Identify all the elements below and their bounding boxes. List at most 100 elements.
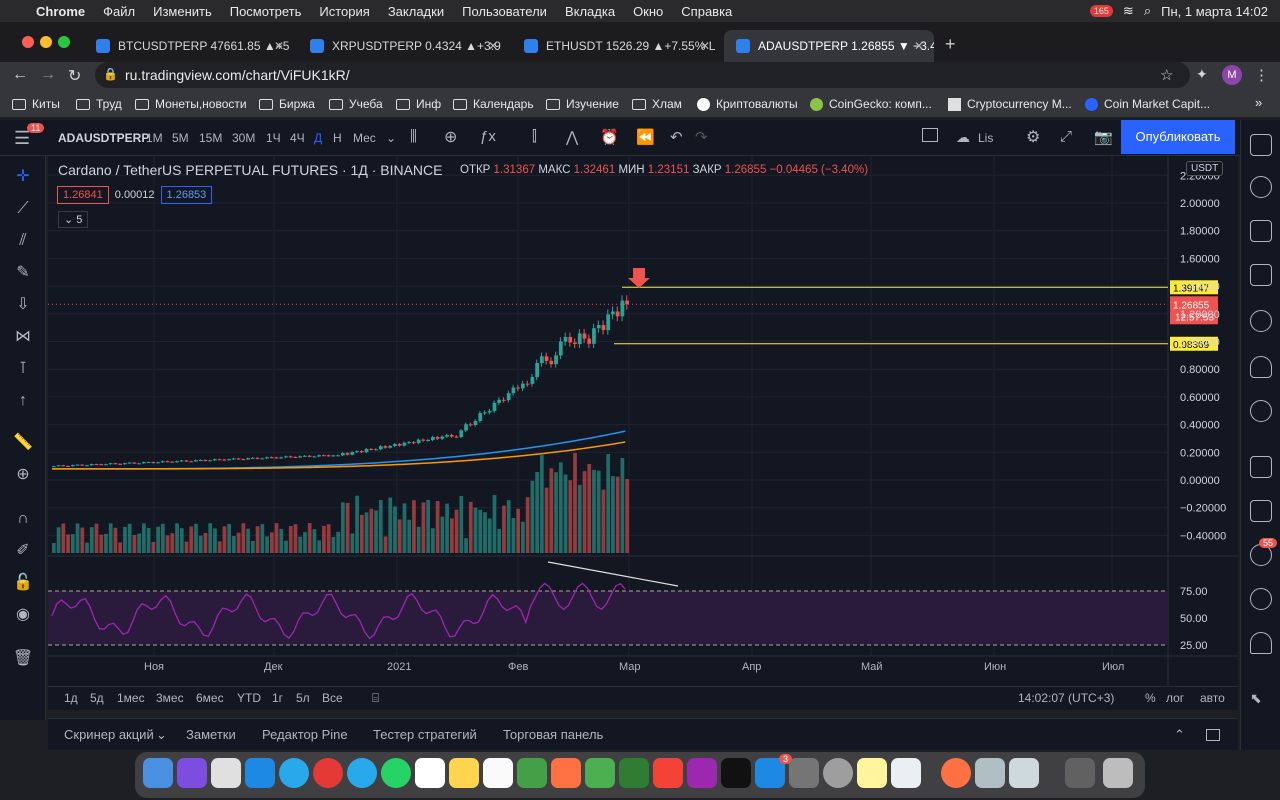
tab-pine-editor[interactable]: Редактор Pine <box>262 727 348 742</box>
broadcast-icon[interactable] <box>1250 588 1272 610</box>
bookmark-folder[interactable]: Труд <box>76 97 122 111</box>
menu-history[interactable]: История <box>319 3 370 19</box>
siri-icon[interactable] <box>177 758 207 788</box>
whatsapp-icon[interactable] <box>381 758 411 788</box>
textedit-icon[interactable] <box>891 758 921 788</box>
address-input[interactable]: ru.tradingview.com/chart/ViFUK1kR/ <box>95 62 1190 88</box>
templates-icon[interactable]: ⫿ <box>532 128 537 145</box>
downloads-stack-icon[interactable] <box>1065 758 1095 788</box>
interval-1m[interactable]: 1М <box>146 131 163 145</box>
chart-type-icon[interactable]: ⋀ <box>566 129 579 146</box>
tab-eth[interactable]: ETHUSDT 1526.29 ▲+7.55% L ✕ <box>512 30 720 62</box>
zoom-window-icon[interactable] <box>58 36 70 48</box>
interval-1d[interactable]: Д <box>314 131 323 145</box>
chart-area[interactable]: 1.39147 0.98369 1.26855 12:57:53 2.20000 2.0… <box>48 156 1238 686</box>
close-icon[interactable]: ✕ <box>913 39 924 53</box>
range-all[interactable]: Все <box>322 691 343 705</box>
magnet-icon[interactable]: ∩ <box>17 510 29 527</box>
range-1y[interactable]: 1г <box>272 691 284 705</box>
close-window-icon[interactable] <box>22 36 34 48</box>
tab-xrp[interactable]: XRPUSDTPERP 0.4324 ▲+3.9 ✕ <box>298 30 508 62</box>
menu-bookmarks[interactable]: Закладки <box>387 3 445 19</box>
podcasts-icon[interactable] <box>687 758 717 788</box>
brush-icon[interactable]: ✎ <box>16 264 30 281</box>
sell-price-button[interactable]: 1.26841 <box>57 186 109 204</box>
alert-icon[interactable]: ⏰ <box>600 129 619 146</box>
fullscreen-toggle-icon[interactable] <box>922 128 938 142</box>
menu-edit[interactable]: Изменить <box>153 3 212 19</box>
bookmark-folder[interactable]: Монеты,новости <box>135 97 247 111</box>
notification-badge[interactable]: 165 <box>1089 5 1113 17</box>
bell-icon[interactable] <box>1250 632 1272 654</box>
interval-1h[interactable]: 1Ч <box>266 131 281 145</box>
range-3mo[interactable]: 3мес <box>156 691 184 705</box>
back-icon[interactable]: ← <box>12 66 28 83</box>
publish-button[interactable]: Опубликовать <box>1121 120 1235 154</box>
bookmark-link[interactable]: Криптовалюты <box>697 97 798 111</box>
help-icon[interactable]: ⬉ <box>1250 690 1262 706</box>
measure-icon[interactable]: ⊺ <box>18 360 28 377</box>
menu-app[interactable]: Chrome <box>36 3 86 19</box>
camera-icon[interactable]: 📷 <box>1094 129 1113 146</box>
extensions-icon[interactable]: ✦ <box>1196 66 1208 82</box>
forward-icon[interactable]: → <box>40 66 56 83</box>
bookmark-folder[interactable]: Хлам <box>632 97 682 111</box>
bookmark-folder[interactable]: Биржа <box>259 97 315 111</box>
arrow-down-icon[interactable]: ⇩ <box>16 296 30 313</box>
symbol-title[interactable]: Cardano / TetherUS PERPETUAL FUTURES · 1… <box>58 162 443 178</box>
data-window-icon[interactable] <box>1250 220 1272 242</box>
maximize-panel-icon[interactable] <box>1206 729 1220 741</box>
candles-icon[interactable]: ⫼ <box>410 128 417 145</box>
vpn-icon[interactable] <box>941 758 971 788</box>
lock-icon[interactable]: 🔒 <box>103 67 118 81</box>
cloud-icon[interactable]: ☁ <box>956 129 970 145</box>
trend-line-icon[interactable]: ⟋ <box>17 200 29 217</box>
log-toggle[interactable]: лог <box>1166 691 1185 705</box>
reload-icon[interactable]: ↻ <box>68 68 82 85</box>
bookmark-folder[interactable]: Киты <box>12 97 60 111</box>
telegram-desktop-icon[interactable] <box>347 758 377 788</box>
launchpad-icon[interactable] <box>211 758 241 788</box>
percent-toggle[interactable]: % <box>1145 691 1156 705</box>
menu-help[interactable]: Справка <box>681 3 733 19</box>
chrome-icon[interactable] <box>313 758 343 788</box>
bookmark-folder[interactable]: Учеба <box>329 97 383 111</box>
preview-icon[interactable] <box>975 758 1005 788</box>
tab-notes[interactable]: Заметки <box>186 727 236 742</box>
screenshot-icon[interactable] <box>1009 758 1039 788</box>
chevron-down-icon[interactable]: ⌄ <box>386 131 397 145</box>
facetime-icon[interactable] <box>619 758 649 788</box>
replay-icon[interactable]: ⏪ <box>636 129 655 146</box>
bookmark-folder[interactable]: Инф <box>396 97 441 111</box>
eye-icon[interactable]: ◉ <box>16 606 30 623</box>
gear-icon[interactable]: ⚙ <box>1026 129 1041 146</box>
minimize-window-icon[interactable] <box>40 36 52 48</box>
undo-icon[interactable]: ↶ <box>670 129 683 146</box>
bookmark-link[interactable]: CoinGecko: комп... <box>810 97 932 111</box>
interval-15m[interactable]: 15М <box>199 131 223 145</box>
indicators-icon[interactable]: ƒx <box>480 128 496 145</box>
calendar-app-icon[interactable] <box>415 758 445 788</box>
goto-date-icon[interactable]: ⌸ <box>372 691 380 705</box>
pattern-icon[interactable]: ⋈ <box>15 328 31 345</box>
chat-icon[interactable] <box>1250 456 1272 478</box>
menu-window[interactable]: Окно <box>633 3 664 19</box>
bookmark-folder[interactable]: Календарь <box>453 97 534 111</box>
system-preferences-icon[interactable] <box>823 758 853 788</box>
arrow-up-icon[interactable]: ↑ <box>19 392 27 409</box>
notes-icon[interactable] <box>449 758 479 788</box>
more-bookmarks-icon[interactable]: » <box>1255 95 1263 110</box>
menu-dots-icon[interactable]: ⋮ <box>1254 67 1269 84</box>
range-5y[interactable]: 5л <box>296 691 310 705</box>
buy-price-button[interactable]: 1.26853 <box>160 186 213 204</box>
close-icon[interactable]: ✕ <box>273 39 284 53</box>
star-icon[interactable]: ☆ <box>1160 67 1174 84</box>
redo-icon[interactable]: ↷ <box>695 129 708 146</box>
expand-icon[interactable]: ⤢ <box>1060 128 1073 145</box>
telegram-icon[interactable] <box>279 758 309 788</box>
interval-1mo[interactable]: Мес <box>353 131 376 145</box>
interval-1w[interactable]: Н <box>333 131 342 145</box>
symbol-search[interactable]: ADAUSDTPERP <box>58 131 150 145</box>
messages-icon[interactable] <box>585 758 615 788</box>
